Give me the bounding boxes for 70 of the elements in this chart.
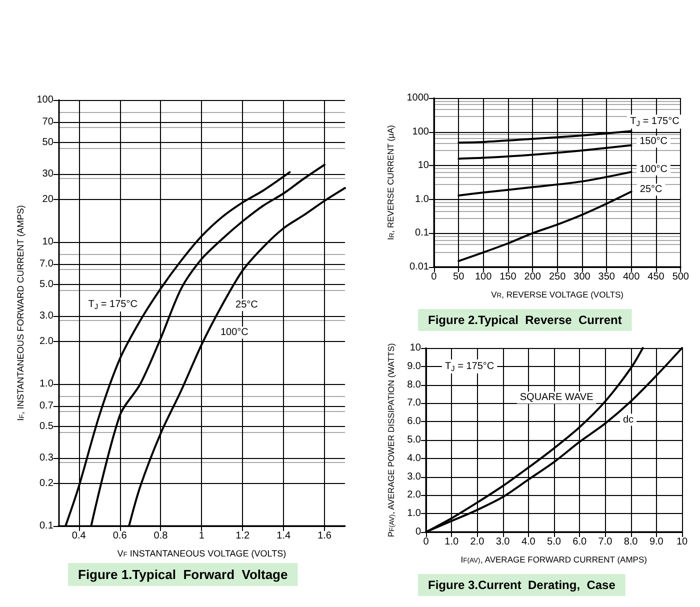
y-tick-label: 1000 — [406, 92, 430, 104]
text: Figure 3.Current Derating, Case — [428, 578, 616, 592]
annotation: dc — [622, 414, 634, 426]
y-tick-label: 1.0 — [407, 508, 422, 520]
y-tick-label: 1.0 — [415, 194, 430, 205]
x-tick-label: 0.6 — [112, 530, 128, 542]
annotation: 100°C — [640, 164, 668, 175]
y-tick-label: 0.5 — [39, 421, 54, 432]
x-tick-label: 6.0 — [572, 536, 587, 548]
x-tick-label: 400 — [622, 272, 640, 282]
annotation: 150°C — [640, 136, 668, 148]
x-tick-label: 250 — [548, 272, 566, 282]
annotation: 25°C — [640, 184, 662, 196]
y-tick-label: 0.3 — [39, 452, 54, 464]
y-tick-label: 7.0 — [39, 258, 54, 270]
y-tick-label: 0.1 — [415, 228, 430, 239]
x-tick-label: 5.0 — [547, 536, 562, 548]
x-tick-label: 1.6 — [318, 530, 332, 542]
y-tick-label: 3.0 — [39, 310, 54, 322]
x-tick-label: 150 — [500, 272, 517, 282]
x-tick-label: 0.4 — [72, 530, 86, 542]
x-tick-label: 4.0 — [521, 536, 536, 548]
x-tick-label: 0.8 — [154, 530, 168, 542]
y-tick-label: 4.0 — [407, 452, 422, 464]
x-tick-label: 200 — [524, 272, 542, 282]
y-tick-label: 10 — [410, 342, 422, 354]
x-tick-label: 0 — [431, 272, 438, 282]
x-tick-label: 1.0 — [444, 536, 459, 548]
y-tick-label: 70 — [42, 116, 54, 128]
y-tick-label: 0.01 — [409, 262, 430, 272]
x-tick-label: 350 — [598, 272, 616, 282]
x-tick-label: 450 — [648, 272, 665, 282]
text: Figure 2.Typical Reverse Current — [428, 313, 622, 327]
y-tick-label: 0.7 — [39, 400, 54, 412]
x-tick-label: 8.0 — [624, 536, 638, 548]
y-tick-label: 2.0 — [407, 490, 422, 501]
y-tick-label: 0.1 — [39, 520, 54, 532]
y-tick-label: 5.0 — [407, 434, 422, 446]
y-tick-label: 3.0 — [407, 471, 422, 482]
y-tick-label: 20 — [42, 194, 54, 205]
y-tick-label: 2.0 — [39, 336, 54, 347]
text: Figure 1.Typical Forward Voltage — [78, 567, 288, 582]
y-tick-label: 8.0 — [407, 379, 422, 390]
y-tick-label: 10 — [418, 160, 430, 172]
x-tick-label: 2.0 — [470, 536, 485, 548]
y-tick-label: 7.0 — [407, 398, 422, 409]
y-tick-label: 1.0 — [39, 378, 54, 390]
x-tick-label: 1.4 — [276, 530, 291, 542]
x-tick-label: 500 — [672, 272, 690, 282]
y-tick-label: 50 — [42, 137, 54, 148]
annotation: 25°C — [236, 300, 258, 311]
y-tick-label: 100 — [412, 126, 430, 138]
annotation: 100°C — [220, 327, 248, 338]
annotation: SQUARE WAVE — [520, 392, 594, 404]
y-tick-label: 10 — [42, 236, 54, 248]
y-tick-label: 9.0 — [407, 360, 422, 372]
x-tick-label: 7.0 — [598, 536, 613, 548]
x-tick-label: 3.0 — [496, 536, 510, 548]
y-tick-label: 30 — [42, 168, 54, 180]
y-tick-label: 0.2 — [39, 478, 54, 489]
x-tick-label: 100 — [474, 272, 492, 282]
y-tick-label: 6.0 — [407, 416, 422, 428]
x-tick-label: 300 — [574, 272, 591, 282]
x-tick-label: 50 — [453, 272, 465, 282]
x-tick-label: 9.0 — [649, 536, 664, 548]
x-tick-label: 10 — [676, 536, 688, 548]
x-tick-label: 1.2 — [236, 530, 250, 542]
x-tick-label: 1 — [198, 530, 205, 542]
y-tick-label: 5.0 — [39, 279, 54, 290]
y-tick-label: 100 — [36, 94, 54, 106]
